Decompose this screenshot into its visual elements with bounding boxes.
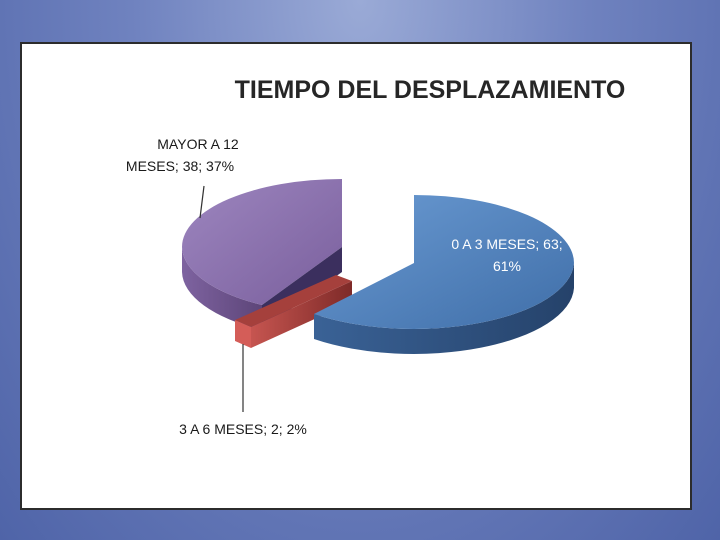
label-3-6: 3 A 6 MESES; 2; 2%: [179, 421, 307, 437]
label-mayor-12-line2: MESES; 38; 37%: [126, 158, 234, 174]
pie-chart: TIEMPO DEL DESPLAZAMIENTO MAYOR A 12 MES…: [126, 76, 626, 437]
slice-0-a-3-meses-top: [314, 195, 574, 329]
slice-3-a-6-meses-top: [235, 275, 352, 327]
slice-3-a-6-meses-front: [251, 281, 352, 348]
slice-mayor-12-meses-side: [182, 247, 262, 330]
label-0-3-line1: 0 A 3 MESES; 63;: [451, 236, 562, 252]
leader-line-mayor: [199, 185, 205, 219]
slice-3-a-6-meses-side: [235, 320, 251, 348]
slice-3-a-6-meses: [235, 275, 352, 348]
chart-frame: TIEMPO DEL DESPLAZAMIENTO MAYOR A 12 MES…: [20, 42, 692, 510]
chart-title: TIEMPO DEL DESPLAZAMIENTO: [235, 76, 626, 104]
label-0-3-line2: 61%: [493, 258, 521, 274]
slice-mayor-12-meses-top: [182, 179, 342, 305]
slice-0-a-3-meses: [314, 195, 574, 354]
label-mayor-12-line1: MAYOR A 12: [157, 136, 239, 152]
slice-0-a-3-meses-side: [314, 263, 574, 354]
